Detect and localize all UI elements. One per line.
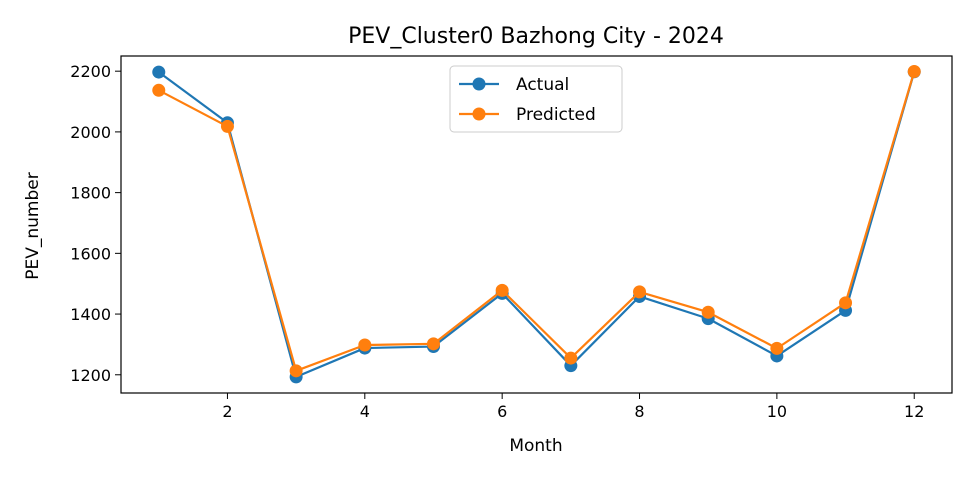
predicted-point <box>907 64 921 78</box>
predicted-point <box>564 351 578 365</box>
x-axis-ticks: 2 4 6 8 10 12 <box>222 393 924 421</box>
predicted-line <box>158 71 916 372</box>
actual-point <box>152 65 166 79</box>
legend-actual-label: Actual <box>516 75 569 95</box>
x-tick-label: 2 <box>222 402 232 421</box>
y-tick-label: 2200 <box>70 62 111 81</box>
legend-predicted-marker <box>472 107 486 121</box>
predicted-point <box>358 338 372 352</box>
x-tick-label: 6 <box>497 402 507 421</box>
legend-actual-marker <box>472 77 486 91</box>
predicted-point <box>152 83 166 97</box>
actual-line <box>158 71 916 379</box>
y-tick-label: 1200 <box>70 366 111 385</box>
predicted-point <box>426 337 440 351</box>
x-tick-label: 8 <box>634 402 644 421</box>
series-layer <box>152 64 921 384</box>
y-axis-label: PEV_number <box>23 172 43 279</box>
predicted-point <box>220 119 234 133</box>
y-tick-label: 2000 <box>70 123 111 142</box>
x-tick-label: 12 <box>904 402 924 421</box>
legend-frame <box>449 65 623 133</box>
y-axis-ticks: 1200 1400 1600 1800 2000 2200 <box>70 62 121 385</box>
y-tick-label: 1400 <box>70 305 111 324</box>
legend: Actual Predicted <box>449 65 623 133</box>
plot-frame <box>120 55 953 394</box>
x-tick-label: 4 <box>360 402 370 421</box>
predicted-point <box>495 283 509 297</box>
chart-title: PEV_Cluster0 Bazhong City - 2024 <box>348 24 724 49</box>
x-tick-label: 10 <box>767 402 787 421</box>
predicted-point <box>701 305 715 319</box>
predicted-point <box>839 296 853 310</box>
predicted-point <box>289 364 303 378</box>
x-axis-label: Month <box>509 436 562 456</box>
y-tick-label: 1600 <box>70 244 111 263</box>
y-tick-label: 1800 <box>70 184 111 203</box>
predicted-point <box>633 285 647 299</box>
predicted-point <box>770 341 784 355</box>
legend-predicted-label: Predicted <box>516 105 596 125</box>
